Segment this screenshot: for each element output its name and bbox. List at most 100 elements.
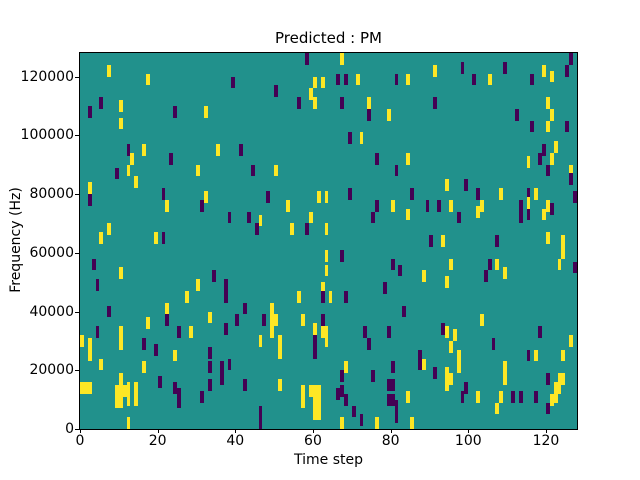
x-tick-mark [235, 429, 237, 433]
heatmap-cell [316, 408, 321, 421]
heatmap-cell [526, 155, 531, 168]
heatmap-cell [340, 417, 345, 429]
heatmap-cell [196, 164, 201, 177]
heatmap-cell [142, 337, 146, 350]
heatmap-cell [87, 105, 92, 118]
y-tick-label: 100000 [20, 127, 74, 144]
heatmap-cell [542, 208, 546, 221]
y-tick-mark [75, 135, 79, 137]
heatmap-cell [538, 326, 543, 338]
heatmap-cell [344, 73, 348, 86]
heatmap-cell [219, 361, 224, 374]
heatmap-cell [526, 208, 531, 221]
heatmap-cell [367, 337, 372, 350]
heatmap-cell [227, 211, 232, 224]
heatmap-cell [208, 311, 212, 324]
heatmap-cell [444, 367, 449, 380]
heatmap-cell [545, 402, 550, 415]
heatmap-cell [114, 396, 119, 409]
heatmap-cell [316, 191, 321, 203]
heatmap-cell [118, 373, 123, 385]
y-tick-mark [75, 76, 79, 78]
heatmap-cell [394, 164, 399, 177]
heatmap-cell [542, 144, 546, 156]
x-tick-mark [312, 429, 314, 433]
heatmap-cell [402, 305, 407, 318]
heatmap-cell [561, 349, 566, 362]
heatmap-cell [557, 258, 562, 271]
heatmap-cell [262, 314, 267, 327]
heatmap-cell [173, 349, 178, 362]
y-tick-label: 80000 [29, 186, 74, 202]
heatmap-cell [118, 267, 123, 280]
y-axis-label: Frequency (Hz) [8, 187, 24, 293]
heatmap-cell [336, 387, 341, 400]
x-tick-label: 60 [304, 433, 322, 449]
heatmap-cell [487, 258, 492, 271]
heatmap-cell [274, 85, 279, 98]
heatmap-cell [549, 70, 554, 83]
heatmap-cell [347, 188, 352, 200]
heatmap-cell [444, 179, 449, 192]
heatmap-cell [553, 141, 558, 153]
heatmap-cell [227, 358, 232, 371]
heatmap-cell [425, 199, 430, 212]
heatmap-cell [312, 323, 317, 335]
heatmap-cell [173, 382, 178, 394]
y-tick-label: 120000 [20, 68, 74, 85]
heatmap-cell [157, 376, 162, 388]
heatmap-cell [499, 188, 504, 200]
heatmap-cell [312, 384, 317, 397]
heatmap-cell [460, 61, 465, 74]
heatmap-cell [351, 405, 356, 418]
heatmap-cell [561, 246, 566, 259]
heatmap-cell [270, 326, 275, 338]
heatmap-cell [200, 390, 205, 403]
heatmap-cell [324, 223, 329, 236]
heatmap-cell [534, 188, 539, 200]
heatmap-cell [126, 164, 131, 177]
heatmap-cell [534, 390, 539, 403]
heatmap-cell [456, 211, 461, 224]
heatmap-cell [200, 199, 205, 212]
heatmap-cell [514, 108, 519, 121]
heatmap-cell [99, 97, 104, 109]
heatmap-cell [254, 223, 259, 236]
heatmap-cell [328, 290, 333, 303]
heatmap-cell [122, 384, 127, 397]
x-tick-label: 0 [75, 433, 85, 449]
heatmap-cell [561, 235, 566, 247]
heatmap-cell [258, 417, 263, 429]
heatmap-cell [142, 144, 146, 156]
heatmap-cell [340, 384, 345, 397]
heatmap-cell [569, 335, 574, 347]
heatmap-cell [545, 232, 550, 244]
heatmap-cell [146, 317, 150, 330]
heatmap-cell [340, 53, 345, 65]
heatmap-cell [390, 361, 395, 374]
heatmap-cell [479, 199, 484, 212]
heatmap-cell [538, 152, 543, 165]
heatmap-cell [444, 326, 449, 338]
heatmap-cell [316, 396, 321, 409]
heatmap-cell [476, 205, 480, 218]
y-tick-mark [75, 194, 79, 195]
x-tick-mark [468, 429, 470, 433]
heatmap-cell [394, 399, 399, 412]
heatmap-cell [87, 349, 92, 362]
heatmap-cell [545, 97, 550, 109]
heatmap-cell [297, 97, 302, 109]
heatmap-cell [553, 390, 558, 403]
heatmap-cell [165, 199, 170, 212]
heatmap-cell [336, 73, 341, 86]
heatmap-cell [433, 97, 438, 109]
heatmap-cell [312, 396, 317, 409]
heatmap-cell [448, 258, 453, 271]
heatmap-cell [495, 402, 500, 415]
heatmap-cell [340, 370, 345, 382]
heatmap-cell [406, 390, 411, 403]
heatmap-cell [309, 384, 313, 397]
heatmap-cell [340, 97, 345, 109]
heatmap-cell [549, 152, 554, 165]
heatmap-cell [382, 282, 387, 294]
